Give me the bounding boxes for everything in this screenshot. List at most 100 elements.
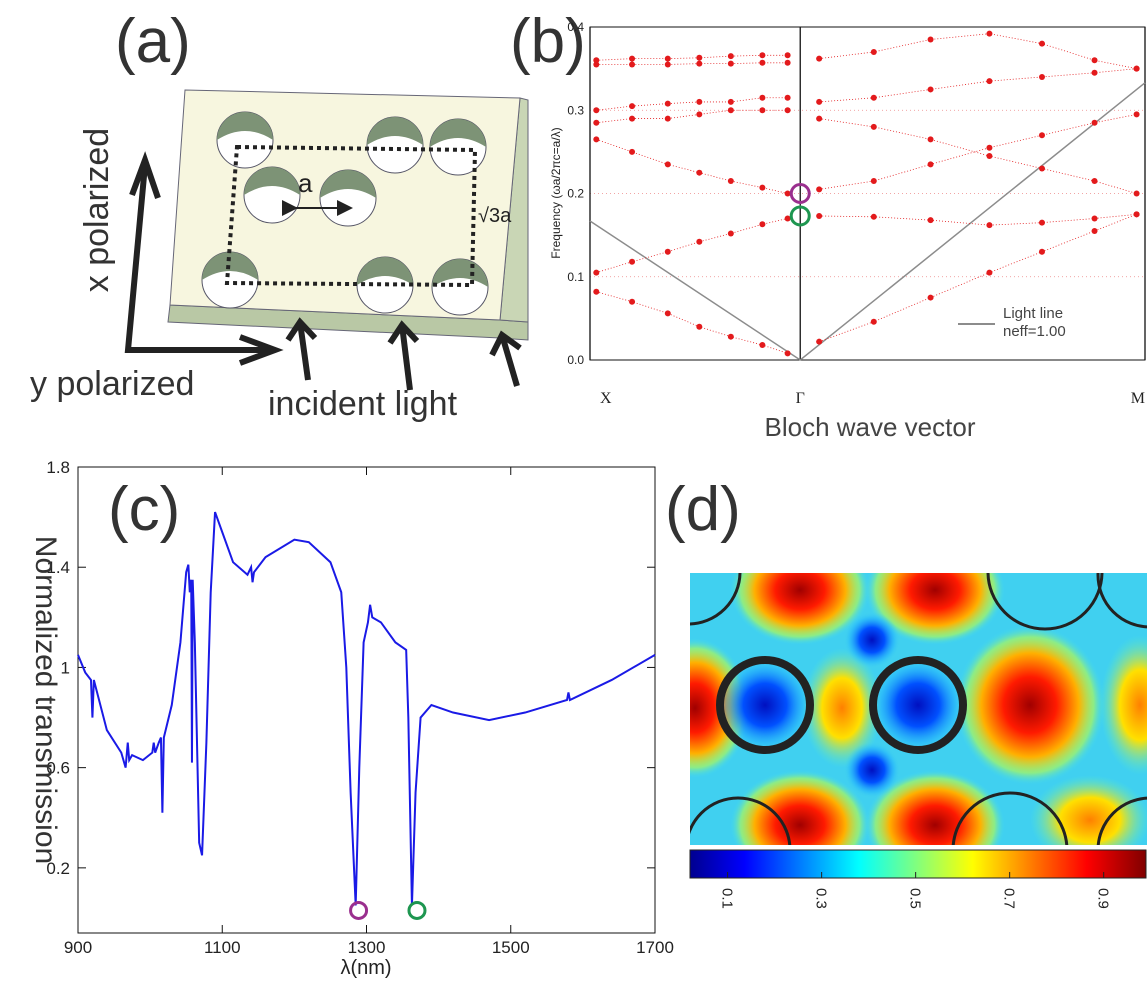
band-point <box>1091 57 1098 64</box>
transmission-line <box>77 511 656 906</box>
mode-marker <box>789 183 811 204</box>
x-tick-label: 1300 <box>348 938 386 957</box>
band-point <box>927 294 934 301</box>
band-point <box>816 55 823 62</box>
band-line <box>819 213 1137 343</box>
band-line <box>596 139 788 194</box>
band-point <box>927 136 934 143</box>
x-tick-label: Γ <box>796 390 805 407</box>
y-tick-label: 1.4 <box>46 558 70 577</box>
band-point <box>629 115 636 122</box>
band-point <box>1133 211 1140 218</box>
band-point <box>629 298 636 305</box>
legend-note: neff=1.00 <box>1003 323 1066 340</box>
band-point <box>816 338 823 345</box>
band-point <box>664 161 671 168</box>
light-line <box>589 82 1146 361</box>
band-point <box>593 61 600 68</box>
band-point <box>727 98 734 105</box>
band-point <box>870 123 877 130</box>
band-line <box>596 97 788 111</box>
band-point <box>1091 119 1098 126</box>
band-point <box>1038 40 1045 47</box>
band-line <box>819 68 1137 103</box>
band-point <box>816 98 823 105</box>
band-point <box>816 115 823 122</box>
band-point <box>593 136 600 143</box>
band-point <box>727 230 734 237</box>
band-point <box>696 60 703 67</box>
band-point <box>870 213 877 220</box>
band-line <box>596 109 788 124</box>
band-point <box>759 221 766 228</box>
band-point <box>664 115 671 122</box>
band-point <box>664 310 671 317</box>
field-map <box>690 573 1147 845</box>
band-point <box>1133 65 1140 72</box>
y-tick-label: 0.6 <box>46 759 70 778</box>
y-tick-label: 0.1 <box>567 270 584 284</box>
band-point <box>784 94 791 101</box>
plot-frame <box>589 26 1146 361</box>
legend-label: Light line <box>1003 305 1063 322</box>
y-tick-label: 0.2 <box>46 859 70 878</box>
panel-label: (c) <box>108 475 180 544</box>
x-tick-label: X <box>600 390 612 407</box>
lattice-label: a <box>298 168 313 198</box>
mode-marker <box>407 900 427 920</box>
band-point <box>1091 178 1098 185</box>
band-point <box>870 318 877 325</box>
band-point <box>759 342 766 349</box>
panel-label: (b) <box>510 7 586 76</box>
y-axis-label: Frequency (ωa/2πc=a/λ) <box>549 127 563 258</box>
band-point <box>986 30 993 37</box>
band-point <box>759 52 766 59</box>
y-axis-label: Normalized transmission <box>29 536 62 864</box>
band-point <box>927 217 934 224</box>
band-line <box>596 218 788 273</box>
colorbar-tick-label: 0.9 <box>1095 888 1112 909</box>
band-point <box>759 59 766 66</box>
y-tick-label: 1.8 <box>46 458 70 477</box>
band-point <box>629 258 636 265</box>
band-line <box>596 62 788 65</box>
y-tick-label: 0.0 <box>567 353 584 367</box>
x-axis-label: Bloch wave vector <box>765 412 976 442</box>
band-point <box>696 238 703 245</box>
x-axis-label: λ(nm) <box>340 957 391 979</box>
band-point <box>664 61 671 68</box>
band-point <box>1038 248 1045 255</box>
x-tick-label: M <box>1131 390 1145 407</box>
band-point <box>696 111 703 118</box>
band-point <box>629 103 636 110</box>
band-point <box>593 269 600 276</box>
band-point <box>696 169 703 176</box>
band-point <box>664 55 671 62</box>
y-tick-label: 1 <box>61 658 70 677</box>
colorbar-tick-label: 0.7 <box>1001 888 1018 909</box>
band-point <box>696 98 703 105</box>
band-point <box>727 53 734 60</box>
band-point <box>986 78 993 85</box>
band-point <box>696 54 703 61</box>
band-point <box>986 269 993 276</box>
y-polarized-label: y polarized <box>30 365 194 403</box>
band-point <box>727 178 734 185</box>
y-tick-label: 0.2 <box>567 187 584 201</box>
band-point <box>1038 165 1045 172</box>
band-point <box>629 55 636 62</box>
band-point <box>784 190 791 197</box>
band-point <box>759 94 766 101</box>
band-point <box>927 86 934 93</box>
y-tick-label: 0.3 <box>567 103 584 117</box>
band-point <box>727 333 734 340</box>
band-point <box>784 52 791 59</box>
band-point <box>664 248 671 255</box>
mode-marker <box>789 205 811 227</box>
band-point <box>1133 190 1140 197</box>
band-point <box>870 178 877 185</box>
band-point <box>629 61 636 68</box>
incident-label: incident light <box>268 385 458 423</box>
band-point <box>1091 215 1098 222</box>
